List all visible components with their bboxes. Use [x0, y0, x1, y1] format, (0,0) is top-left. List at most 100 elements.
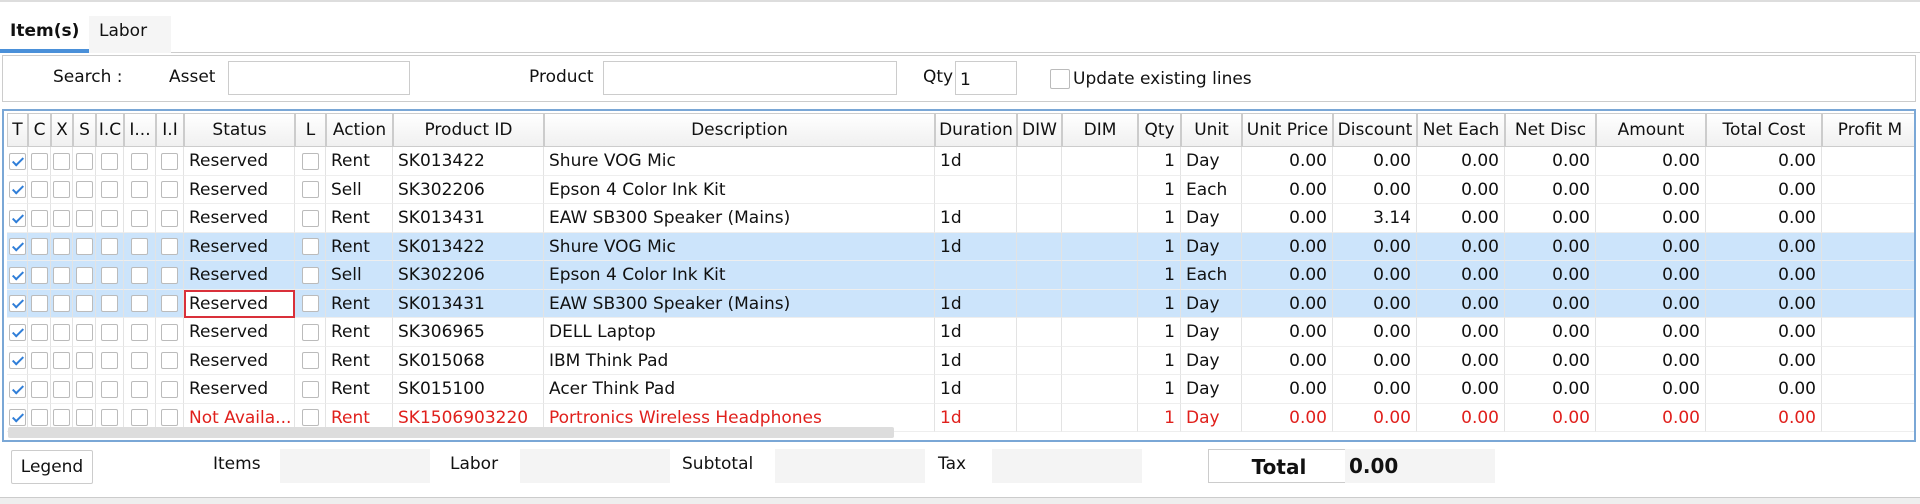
checkbox[interactable] — [8, 323, 26, 341]
checkbox[interactable] — [8, 266, 26, 284]
column-header[interactable]: I.C — [96, 113, 124, 147]
column-header[interactable]: Status — [184, 113, 295, 147]
column-header[interactable]: DIM — [1062, 113, 1138, 147]
checkbox[interactable] — [301, 352, 319, 369]
checkbox[interactable] — [75, 352, 93, 369]
checkbox[interactable] — [75, 238, 93, 255]
checkbox[interactable] — [101, 323, 118, 341]
column-header[interactable]: DIW — [1017, 113, 1062, 147]
checkbox[interactable] — [30, 380, 48, 398]
checkbox[interactable] — [53, 352, 70, 369]
column-header[interactable]: Qty — [1138, 113, 1181, 147]
checkbox[interactable] — [53, 181, 70, 198]
checkbox[interactable] — [101, 352, 118, 369]
checkbox[interactable] — [301, 266, 319, 284]
checkbox[interactable] — [30, 152, 48, 170]
checkbox[interactable] — [301, 152, 319, 170]
checkbox[interactable] — [8, 209, 26, 227]
checkbox[interactable] — [53, 323, 70, 341]
checkbox[interactable] — [30, 323, 48, 341]
checkbox[interactable] — [161, 380, 178, 398]
checkbox[interactable] — [53, 209, 70, 227]
column-header[interactable]: Profit M — [1822, 113, 1914, 147]
checkbox[interactable] — [161, 323, 178, 341]
column-header[interactable]: Discount — [1333, 113, 1417, 147]
checkbox[interactable] — [75, 380, 93, 398]
checkbox[interactable] — [53, 238, 70, 255]
column-header[interactable]: Unit — [1181, 113, 1242, 147]
tab[interactable]: Item(s) — [0, 16, 89, 53]
column-header[interactable]: Description — [544, 113, 935, 147]
checkbox[interactable] — [131, 181, 148, 198]
column-header[interactable]: Amount — [1596, 113, 1706, 147]
checkbox[interactable] — [101, 209, 118, 227]
column-header[interactable]: Duration — [935, 113, 1017, 147]
checkbox[interactable] — [30, 295, 48, 312]
checkbox[interactable] — [301, 380, 319, 398]
product-input[interactable] — [603, 61, 897, 95]
column-header[interactable]: L — [295, 113, 326, 147]
column-header[interactable]: I.I — [156, 113, 184, 147]
checkbox[interactable] — [8, 352, 26, 369]
column-header[interactable]: Net Each — [1417, 113, 1505, 147]
checkbox[interactable] — [131, 409, 148, 426]
checkbox[interactable] — [301, 209, 319, 227]
checkbox[interactable] — [8, 238, 26, 255]
checkbox[interactable] — [75, 209, 93, 227]
checkbox[interactable] — [30, 181, 48, 198]
column-header[interactable]: Product ID — [393, 113, 544, 147]
checkbox[interactable] — [161, 295, 178, 312]
checkbox[interactable] — [301, 181, 319, 198]
column-header[interactable]: C — [28, 113, 51, 147]
column-header[interactable]: Unit Price — [1242, 113, 1333, 147]
checkbox[interactable] — [101, 181, 118, 198]
checkbox[interactable] — [30, 352, 48, 369]
checkbox[interactable] — [75, 266, 93, 284]
checkbox[interactable] — [75, 295, 93, 312]
checkbox[interactable] — [53, 152, 70, 170]
checkbox[interactable] — [131, 352, 148, 369]
checkbox[interactable] — [161, 181, 178, 198]
checkbox[interactable] — [101, 295, 118, 312]
checkbox[interactable] — [161, 352, 178, 369]
checkbox[interactable] — [101, 152, 118, 170]
column-header[interactable]: S — [73, 113, 96, 147]
checkbox[interactable] — [161, 209, 178, 227]
checkbox[interactable] — [8, 181, 26, 198]
checkbox[interactable] — [131, 238, 148, 255]
update-checkbox[interactable] — [1050, 69, 1070, 89]
checkbox[interactable] — [53, 266, 70, 284]
checkbox[interactable] — [30, 238, 48, 255]
checkbox[interactable] — [8, 152, 26, 170]
checkbox[interactable] — [101, 266, 118, 284]
checkbox[interactable] — [101, 409, 118, 426]
checkbox[interactable] — [75, 323, 93, 341]
column-header[interactable]: Net Disc — [1505, 113, 1596, 147]
checkbox[interactable] — [30, 266, 48, 284]
checkbox[interactable] — [131, 295, 148, 312]
checkbox[interactable] — [8, 409, 26, 426]
checkbox[interactable] — [131, 380, 148, 398]
asset-input[interactable] — [228, 61, 410, 95]
checkbox[interactable] — [30, 409, 48, 426]
qty-input[interactable]: 1 — [955, 61, 1017, 95]
checkbox[interactable] — [161, 152, 178, 170]
checkbox[interactable] — [75, 152, 93, 170]
checkbox[interactable] — [131, 152, 148, 170]
checkbox[interactable] — [53, 409, 70, 426]
tab[interactable]: Labor — [89, 16, 171, 53]
checkbox[interactable] — [161, 238, 178, 255]
horizontal-scrollbar[interactable] — [8, 427, 894, 438]
checkbox[interactable] — [53, 380, 70, 398]
checkbox[interactable] — [301, 238, 319, 255]
checkbox[interactable] — [161, 409, 178, 426]
checkbox[interactable] — [131, 209, 148, 227]
column-header[interactable]: I... — [124, 113, 156, 147]
checkbox[interactable] — [53, 295, 70, 312]
checkbox[interactable] — [131, 323, 148, 341]
checkbox[interactable] — [161, 266, 178, 284]
column-header[interactable]: Total Cost — [1706, 113, 1822, 147]
checkbox[interactable] — [131, 266, 148, 284]
checkbox[interactable] — [30, 209, 48, 227]
column-header[interactable]: T — [7, 113, 28, 147]
